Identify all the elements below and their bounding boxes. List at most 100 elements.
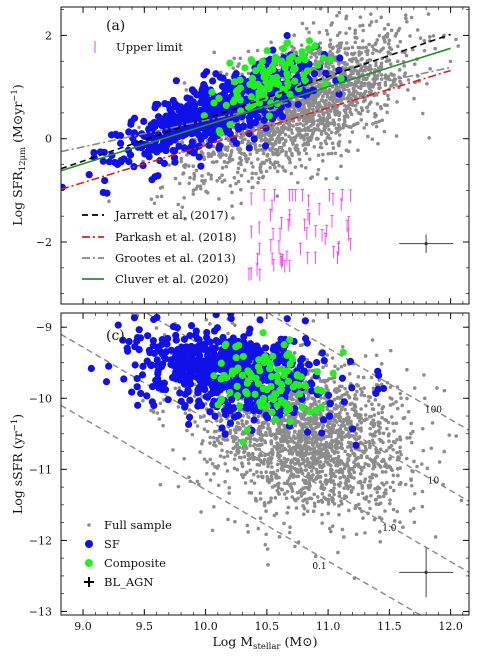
scatter-point	[173, 176, 178, 181]
scatter-point	[355, 423, 360, 427]
scatter-point	[411, 506, 416, 511]
scatter-point	[373, 430, 378, 434]
scatter-point	[304, 26, 309, 31]
scatter-point	[386, 22, 391, 27]
scatter-point	[241, 424, 246, 428]
scatter-point	[269, 433, 274, 438]
scatter-point	[206, 126, 214, 134]
scatter-point	[208, 435, 213, 440]
scatter-point	[353, 40, 358, 45]
scatter-point	[354, 437, 359, 442]
scatter-point	[216, 483, 221, 488]
scatter-point	[331, 457, 335, 461]
scatter-point	[346, 479, 351, 483]
scatter-point	[352, 476, 356, 480]
scatter-point	[261, 420, 266, 425]
scatter-point	[383, 470, 388, 474]
scatter-point	[271, 56, 279, 64]
scatter-point	[230, 204, 234, 208]
scatter-point	[331, 479, 336, 483]
scatter-point	[349, 448, 354, 453]
scatter-point	[305, 45, 313, 53]
scatter-point	[275, 169, 280, 174]
scatter-point	[277, 139, 282, 144]
scatter-point	[296, 540, 301, 544]
scatter-point	[327, 526, 332, 531]
scatter-point	[269, 474, 274, 479]
scatter-point	[312, 397, 317, 402]
scatter-point	[384, 34, 388, 38]
scatter-point	[321, 158, 325, 163]
scatter-point	[286, 505, 291, 510]
scatter-point	[346, 457, 350, 462]
scatter-point	[374, 63, 378, 68]
scatter-point	[294, 50, 298, 54]
scatter-point	[311, 107, 315, 112]
scatter-point	[214, 418, 219, 423]
scatter-point	[273, 147, 278, 152]
panel-c-scatter	[87, 313, 464, 598]
scatter-point	[341, 125, 345, 130]
scatter-point	[316, 49, 321, 54]
scatter-point	[388, 62, 393, 66]
scatter-point	[377, 403, 381, 407]
scatter-point	[326, 499, 331, 503]
scatter-point	[179, 159, 184, 164]
scatter-point	[346, 440, 351, 445]
scatter-point	[330, 499, 335, 504]
scatter-point	[183, 411, 188, 416]
scatter-point	[344, 123, 348, 128]
scatter-point	[294, 421, 299, 425]
scatter-point	[302, 114, 307, 118]
scatter-point	[212, 106, 220, 115]
scatter-point	[374, 124, 379, 129]
scatter-point	[309, 128, 314, 133]
scatter-point	[280, 148, 285, 153]
scatter-point	[157, 417, 162, 421]
scatter-point	[326, 511, 331, 516]
scatter-point	[369, 414, 373, 419]
scatter-point	[316, 424, 321, 428]
scatter-point	[211, 435, 216, 440]
scatter-point	[325, 460, 330, 465]
scatter-point	[260, 437, 264, 441]
scatter-point	[287, 147, 292, 151]
scatter-point	[356, 375, 361, 379]
scatter-point	[372, 423, 377, 427]
scatter-point	[314, 61, 322, 69]
scatter-point	[323, 454, 327, 459]
scatter-point	[297, 126, 301, 131]
scatter-point	[223, 479, 227, 484]
scatter-point	[301, 414, 306, 419]
scatter-point	[158, 401, 163, 406]
scatter-point	[364, 440, 368, 445]
scatter-point	[303, 437, 308, 442]
scatter-point	[303, 165, 308, 170]
scatter-point	[357, 92, 362, 96]
scatter-point	[447, 433, 452, 437]
scatter-point	[309, 496, 314, 501]
scatter-point	[340, 431, 345, 435]
scatter-point	[320, 105, 324, 110]
scatter-point	[209, 154, 214, 158]
scatter-point	[345, 84, 349, 89]
scatter-point	[330, 141, 335, 146]
scatter-point	[140, 117, 148, 126]
scatter-point	[192, 177, 196, 181]
scatter-point	[262, 457, 267, 462]
scatter-point	[388, 385, 393, 389]
scatter-point	[327, 43, 332, 47]
scatter-point	[376, 141, 380, 146]
scatter-point	[271, 470, 276, 475]
scatter-point	[285, 489, 290, 494]
scatter-point	[318, 455, 323, 459]
error-bar-center	[424, 241, 428, 246]
scatter-point	[243, 472, 247, 477]
scatter-point	[248, 440, 252, 444]
scatter-point	[154, 326, 159, 330]
scatter-point	[347, 26, 352, 31]
scatter-point	[246, 530, 250, 534]
scatter-point	[307, 157, 312, 162]
scatter-point	[348, 83, 353, 87]
scatter-point	[351, 485, 355, 490]
